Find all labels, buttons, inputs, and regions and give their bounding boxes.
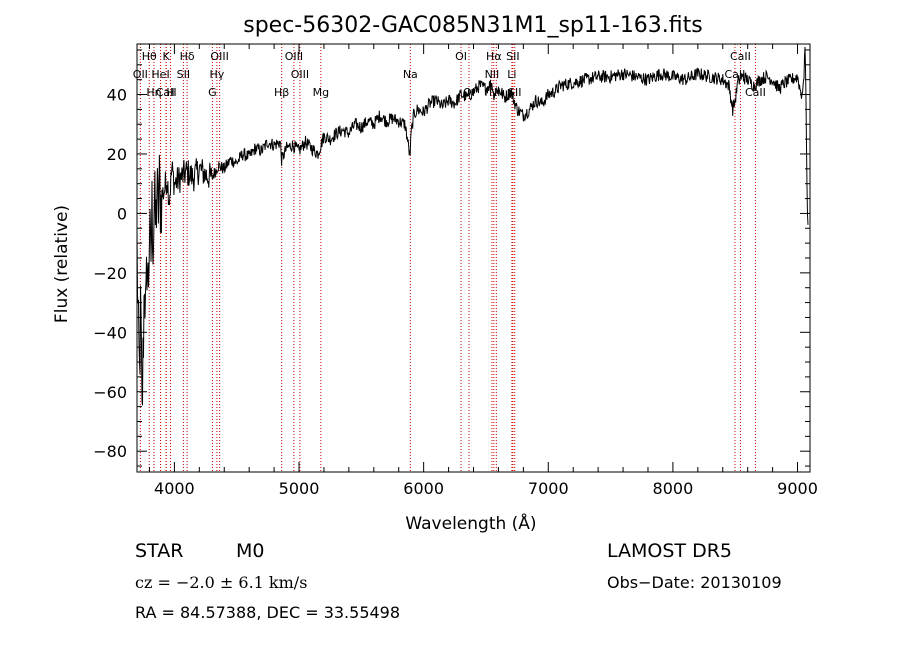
line-label: Hγ bbox=[209, 68, 224, 81]
plot-frame bbox=[136, 43, 811, 473]
line-label: CaII bbox=[730, 50, 751, 63]
y-tick-label: −40 bbox=[93, 323, 127, 342]
y-tick-label: 40 bbox=[107, 86, 127, 105]
chart-title: spec-56302-GAC085N31M1_sp11-163.fits bbox=[243, 13, 703, 38]
line-label: SII bbox=[177, 68, 190, 81]
x-axis-label: Wavelength (Å) bbox=[405, 512, 536, 534]
line-label: Li bbox=[507, 68, 516, 81]
line-label: Hβ bbox=[274, 86, 289, 99]
object-subclass: M0 bbox=[236, 540, 265, 562]
x-tick-label: 4000 bbox=[154, 479, 195, 498]
line-label: OIII bbox=[285, 50, 303, 63]
line-label: OI bbox=[455, 50, 467, 63]
survey-name: LAMOST DR5 bbox=[607, 540, 732, 562]
obs-date: Obs−Date: 20130109 bbox=[607, 573, 782, 592]
y-tick-label: 0 bbox=[117, 204, 127, 223]
x-tick-label: 6000 bbox=[403, 479, 444, 498]
y-tick-label: −60 bbox=[93, 383, 127, 402]
redshift-value: cz = −2.0 ± 6.1 km/s bbox=[135, 573, 308, 592]
line-label: HeI bbox=[151, 68, 169, 81]
y-axis-ticks: −80 −60 −40 −20 0 20 40 bbox=[93, 49, 810, 467]
y-axis-label: Flux (relative) bbox=[52, 205, 72, 323]
line-label: OIII bbox=[210, 50, 228, 63]
line-label: NII bbox=[485, 68, 500, 81]
x-tick-label: 9000 bbox=[777, 479, 818, 498]
y-tick-label: 20 bbox=[107, 145, 127, 164]
line-label: OII bbox=[133, 68, 148, 81]
line-label: Hθ bbox=[142, 50, 157, 63]
x-tick-label: 7000 bbox=[528, 479, 569, 498]
line-label: CaII bbox=[745, 86, 766, 99]
x-axis-ticks: 4000 5000 6000 7000 8000 9000 bbox=[148, 44, 818, 498]
y-tick-label: −20 bbox=[93, 264, 127, 283]
line-label: Hδ bbox=[180, 50, 195, 63]
line-label: K bbox=[163, 50, 171, 63]
line-label: CaII bbox=[156, 86, 177, 99]
x-tick-label: 5000 bbox=[279, 479, 320, 498]
line-label: Hη bbox=[146, 86, 161, 99]
spectral-line-markers bbox=[139, 44, 756, 472]
line-label: Hα bbox=[486, 50, 502, 63]
y-tick-label: −80 bbox=[93, 442, 127, 461]
line-label: Na bbox=[403, 68, 418, 81]
line-label: Mg bbox=[313, 86, 329, 99]
line-label: OIII bbox=[291, 68, 309, 81]
coordinates: RA = 84.57388, DEC = 33.55498 bbox=[135, 603, 401, 622]
spectrum-line bbox=[136, 46, 809, 406]
line-label: H bbox=[166, 86, 174, 99]
x-tick-label: 8000 bbox=[653, 479, 694, 498]
line-label: SII bbox=[506, 50, 519, 63]
line-label: G bbox=[208, 86, 217, 99]
object-class: STAR bbox=[135, 540, 184, 562]
